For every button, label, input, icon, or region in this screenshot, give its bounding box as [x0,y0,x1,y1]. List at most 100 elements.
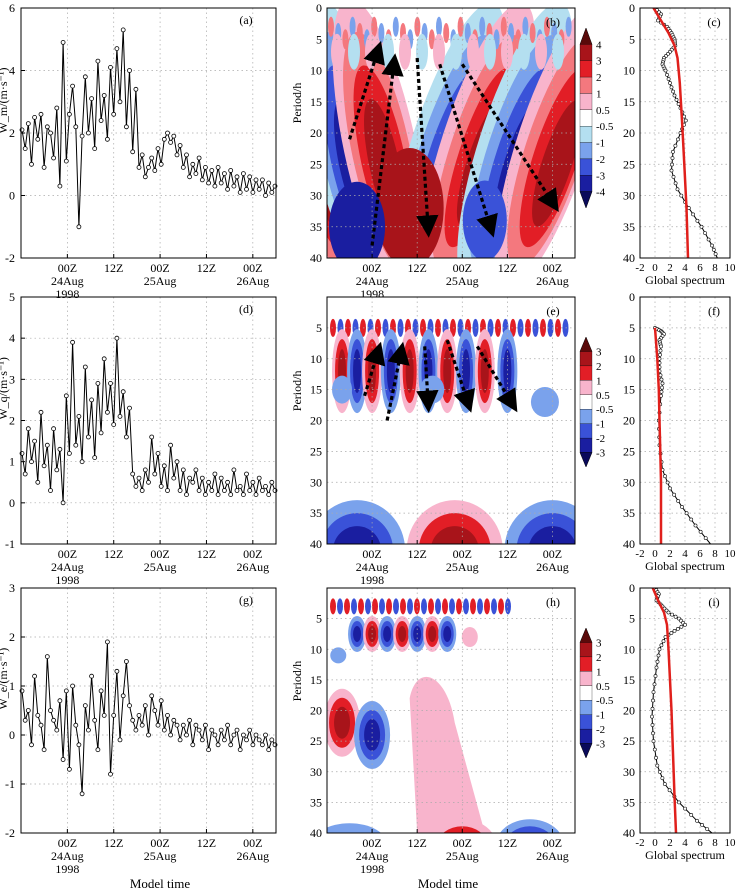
y-tick-label: 15 [623,383,635,397]
power-spectrum-point [650,714,654,719]
spectrum-curves [653,325,711,544]
year-label: 1998 [360,573,384,587]
data-point [82,364,88,370]
y-tick-label: 10 [623,352,635,366]
data-point [165,488,170,493]
wavelet-band [386,349,395,394]
data-point [130,471,136,477]
colorbar-segment [579,685,593,701]
power-spectrum-point [653,674,658,678]
wavelet-ripple [351,598,357,615]
power-spectrum-point [665,72,669,77]
y-axis-label: Period/h [290,661,304,702]
y-tick-label: 25 [623,444,635,458]
wavelet-core [375,148,444,258]
colorbar-tick-label: -1 [596,138,605,150]
propagation-arrow [416,346,439,413]
y-tick-label: 10 [310,352,322,366]
wavelet-ripple [435,318,441,337]
propagation-arrow [475,345,518,413]
power-spectrum-point [670,612,675,617]
colorbar-tick-label: 1 [596,375,602,387]
colorbar-segment [579,409,593,424]
x-tick-label: 4 [682,837,688,849]
power-spectrum-point [650,706,655,711]
power-spectrum-point [654,755,658,760]
colorbar-segment [579,671,593,686]
wavelet-lowfreq [510,826,550,833]
wavelet-ripple [400,598,406,615]
y-tick-label: 4 [9,331,15,345]
power-spectrum-point [661,639,666,644]
colorbar-cap [579,452,593,468]
data-point [196,727,202,733]
data-point [184,492,189,498]
power-spectrum-point [651,698,655,703]
data-point [171,475,177,481]
x-tick-label: 12Z [408,836,427,850]
x-tick-label: 12Z [197,836,216,850]
colorbar-segment [579,93,593,110]
wavelet-blob [530,386,559,417]
plot-frame [326,7,576,259]
data-point [168,732,174,738]
y-axis-label: Period/h [290,371,304,412]
y-tick-label: 25 [310,734,322,748]
power-spectrum-point [672,492,677,497]
x-tick-label: 12Z [104,836,123,850]
data-series-line [21,29,276,227]
x-tick-label: 00Z [362,547,381,561]
data-point [161,136,167,142]
data-point [86,434,91,440]
data-point [41,747,47,753]
colorbar-tick-label: -2 [596,433,605,445]
data-point [127,68,132,73]
data-point [48,708,53,713]
power-spectrum-point [683,806,688,811]
power-spectrum-point [700,823,705,827]
y-tick-label: 5 [316,32,322,46]
data-point [89,673,94,679]
data-point [54,727,60,733]
y-tick-label: 10 [310,642,322,656]
y-tick-label: -2 [5,251,15,265]
data-point [25,426,31,432]
colorbar-tick-label: -2 [596,724,605,736]
data-point [190,742,196,748]
propagation-arrow [438,63,498,238]
wavelet-midfreq [334,706,351,739]
data-point [139,152,145,158]
colorbar-cap [579,191,593,209]
data-point [82,703,88,708]
significance-curve [652,8,690,258]
colorbar-tick-label: 1 [596,88,602,100]
x-tick-label: 12Z [197,261,216,275]
y-tick-label: 4 [9,64,15,78]
x-tick-label: 00Z [243,547,262,561]
wavelet-ripple [529,23,536,43]
data-point [234,727,240,733]
data-point [67,111,72,117]
power-spectrum-point [651,739,656,744]
date-label: 24Aug [51,849,84,863]
data-point [76,224,82,230]
power-spectrum-point [670,156,675,161]
colorbar-segment [579,714,593,730]
data-point [180,467,186,473]
data-point [111,713,117,718]
propagation-arrow [445,339,475,413]
data-point [124,659,129,664]
data-point [111,111,117,117]
colorbar-segment [579,437,593,453]
data-point [266,180,272,186]
data-point [22,146,28,152]
data-point [25,121,31,126]
data-point [133,483,139,489]
data-point [127,703,132,708]
power-spectrum-point [673,143,678,148]
power-spectrum-point [695,218,700,223]
data-point [155,722,161,728]
data-point [101,93,107,98]
colorbar-segment [579,380,593,395]
spectrum-curves [650,588,713,833]
